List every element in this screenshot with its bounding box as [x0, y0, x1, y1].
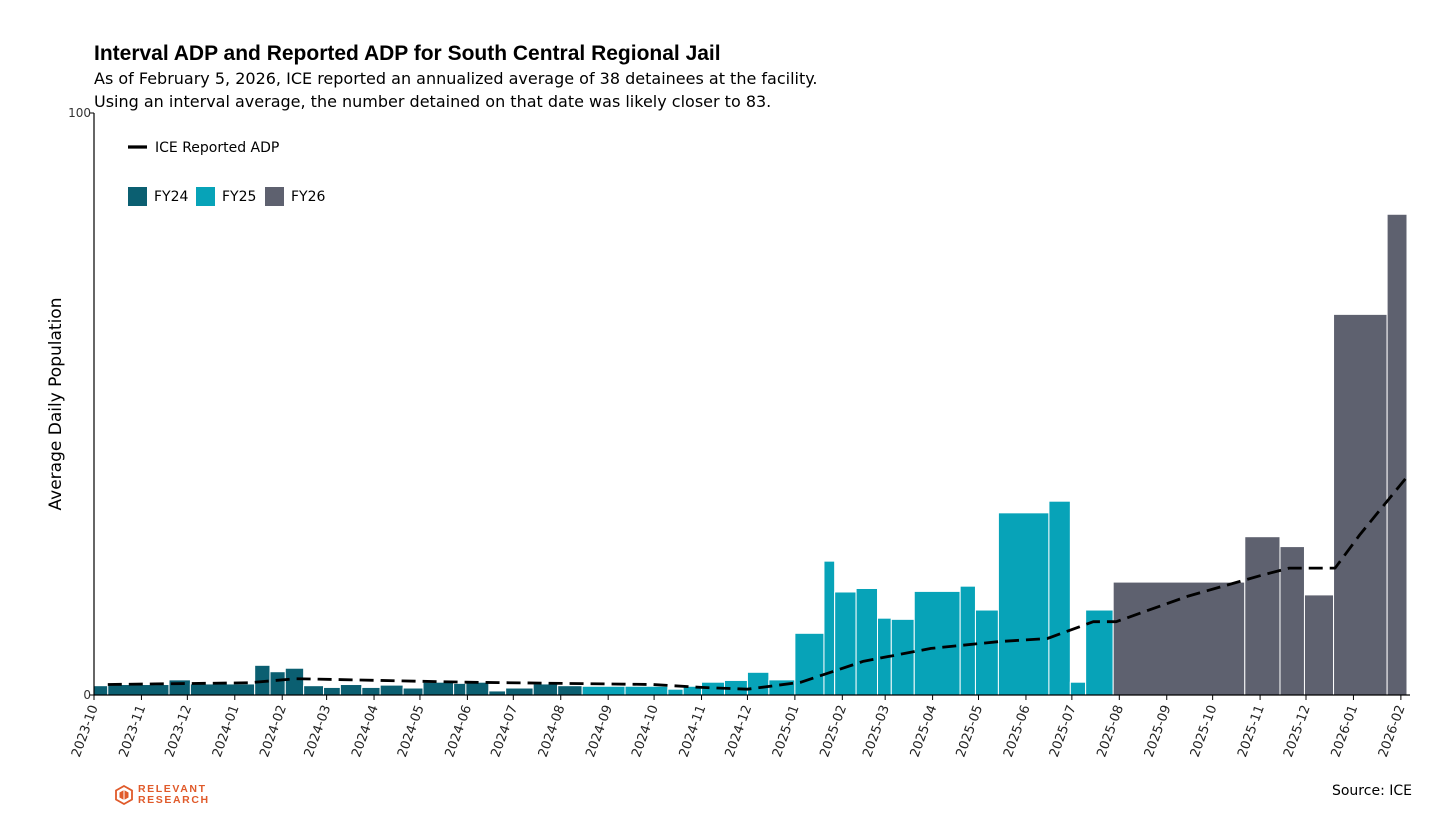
- legend-swatch-fy25: [196, 187, 215, 206]
- bars-layer: [93, 213, 1408, 696]
- x-tick-label: 2024-03: [302, 703, 335, 759]
- legend-swatch-fy24: [128, 187, 147, 206]
- bar-fy25-31: [855, 587, 879, 696]
- bar-fy26-41: [1112, 581, 1246, 696]
- x-tick-label: 2025-06: [1001, 703, 1034, 759]
- bar-fy24-13: [422, 681, 455, 696]
- bar-fy24-15: [465, 681, 490, 696]
- logo-wordmark: RELEVANT RESEARCH: [138, 784, 210, 806]
- bar-fy24-18: [532, 683, 559, 696]
- x-tick-label: 2026-01: [1329, 703, 1362, 759]
- bar-fy25-20: [581, 685, 626, 696]
- bar-fy25-38: [1048, 500, 1071, 696]
- bar-fy25-26: [746, 671, 770, 696]
- logo-line-1: RELEVANT: [138, 783, 207, 795]
- x-tick-label: 2026-02: [1376, 703, 1409, 759]
- bar-fy25-35: [959, 585, 976, 696]
- bar-fy26-46: [1386, 213, 1408, 696]
- bar-fy24-11: [379, 684, 404, 696]
- bar-fy25-33: [890, 618, 915, 696]
- bar-fy25-22: [667, 688, 684, 696]
- legend-label-fy25: FY25: [222, 189, 256, 205]
- bar-fy25-36: [974, 609, 999, 696]
- bar-fy25-30: [834, 591, 857, 696]
- bar-fy24-6: [284, 667, 305, 696]
- bar-fy24-12: [402, 687, 424, 696]
- bar-fy25-39: [1069, 681, 1087, 696]
- x-tick-label: 2024-11: [677, 703, 710, 759]
- x-tick-label: 2025-01: [770, 703, 803, 759]
- legend-swatch-fy26: [265, 187, 284, 206]
- bar-fy24-17: [505, 687, 534, 696]
- x-tick-label: 2025-05: [954, 703, 987, 759]
- bar-fy24-10: [361, 686, 381, 696]
- y-tick-label: 100: [68, 106, 91, 120]
- x-tick-label: 2023-10: [69, 703, 102, 759]
- bar-fy24-14: [453, 682, 467, 696]
- legend-label-fy24: FY24: [154, 189, 189, 205]
- bar-fy24-2: [168, 679, 191, 696]
- bar-fy24-1: [107, 684, 170, 696]
- bar-fy24-9: [339, 684, 363, 696]
- bar-fy24-0: [93, 685, 109, 696]
- bar-fy26-45: [1333, 313, 1388, 696]
- chart-subtitle-line-1: As of February 5, 2026, ICE reported an …: [94, 69, 818, 88]
- y-axis-label: Average Daily Population: [46, 298, 66, 511]
- chart-title: Interval ADP and Reported ADP for South …: [94, 42, 721, 65]
- x-tick-label: 2024-09: [583, 703, 616, 759]
- x-tick-label: 2023-12: [162, 703, 195, 759]
- bar-fy26-42: [1244, 536, 1281, 696]
- source-note: Source: ICE: [1331, 783, 1412, 799]
- x-tick-label: 2024-01: [210, 703, 243, 759]
- x-tick-label: 2025-03: [860, 703, 893, 759]
- bar-fy25-34: [913, 590, 961, 696]
- bar-fy26-43: [1279, 546, 1305, 696]
- bar-fy24-16: [488, 690, 507, 696]
- line-layer: [107, 475, 1409, 691]
- bar-fy26-44: [1303, 594, 1335, 696]
- legend-line-label: ICE Reported ADP: [155, 140, 279, 156]
- x-tick-label: 2025-02: [817, 703, 850, 759]
- y-tick-label: 0: [83, 688, 91, 702]
- x-tick-label: 2025-08: [1094, 703, 1127, 759]
- x-tick-label: 2024-05: [395, 703, 428, 759]
- logo-icon: [115, 785, 133, 805]
- x-tick-label: 2024-12: [723, 703, 756, 759]
- x-tick-label: 2025-10: [1188, 703, 1221, 759]
- x-tick-label: 2024-06: [442, 703, 475, 759]
- relevant-research-logo: RELEVANT RESEARCH: [115, 784, 210, 806]
- bar-fy24-5: [269, 671, 286, 696]
- bar-fy25-28: [794, 632, 825, 696]
- bar-fy25-37: [997, 512, 1050, 696]
- x-tick-label: 2024-10: [629, 703, 662, 759]
- legend: ICE Reported ADP FY24 FY25 FY26: [128, 140, 326, 206]
- chart-subtitle-line-2: Using an interval average, the number de…: [94, 92, 772, 111]
- x-tick-label: 2025-07: [1047, 703, 1080, 759]
- x-tick-label: 2024-07: [488, 703, 521, 759]
- x-tick-label: 2025-04: [908, 703, 941, 759]
- bar-fy24-8: [323, 686, 341, 696]
- bar-fy25-21: [624, 685, 669, 696]
- reported-adp-line: [107, 475, 1409, 691]
- x-tick-label: 2024-04: [349, 703, 382, 759]
- x-tick-label: 2024-08: [536, 703, 569, 759]
- x-tick-label: 2025-09: [1142, 703, 1175, 759]
- bar-fy24-3: [189, 683, 256, 696]
- x-tick-label: 2025-11: [1235, 703, 1268, 759]
- x-tick-label: 2024-02: [257, 703, 290, 759]
- logo-line-2: RESEARCH: [138, 794, 210, 806]
- bar-fy24-7: [303, 685, 325, 696]
- legend-label-fy26: FY26: [291, 189, 326, 205]
- bar-fy24-19: [557, 685, 583, 696]
- x-tick-label: 2023-11: [117, 703, 150, 759]
- x-tick-label: 2025-12: [1281, 703, 1314, 759]
